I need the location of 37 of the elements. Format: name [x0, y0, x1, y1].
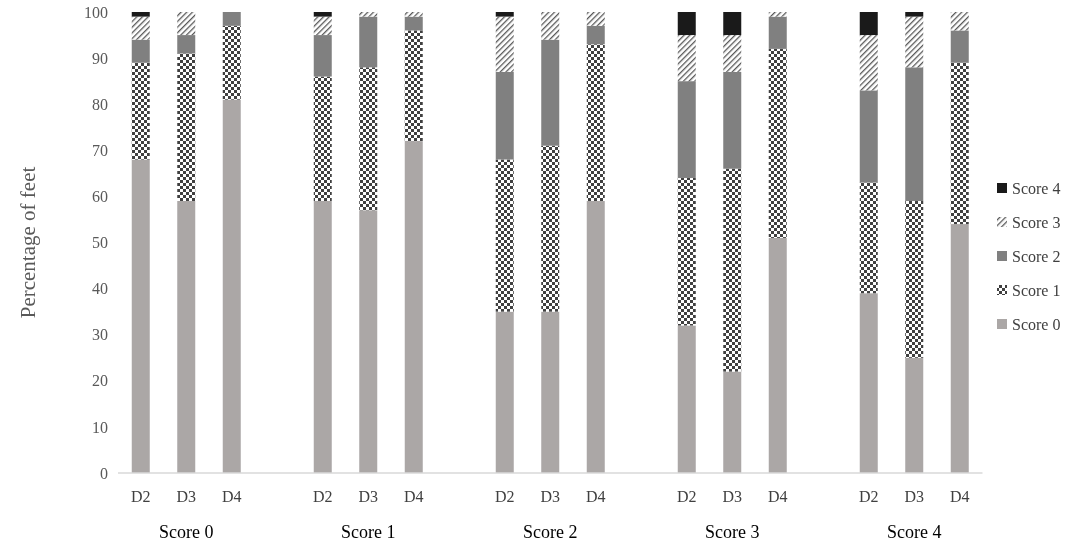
- y-tick-label: 40: [92, 280, 108, 298]
- legend-label: Score 2: [1012, 247, 1061, 265]
- legend-label: Score 4: [1012, 179, 1061, 197]
- y-axis-title: Percentage of feet: [16, 166, 41, 319]
- y-tick-label: 10: [92, 418, 108, 436]
- x-tick-label: D4: [403, 487, 424, 505]
- x-tick-label: D2: [494, 487, 515, 505]
- text: Score 0: [159, 522, 214, 543]
- legend-label: Score 3: [1012, 213, 1061, 231]
- legend-label: Score 0: [1012, 315, 1061, 333]
- y-tick-label: 80: [92, 95, 108, 113]
- text: Score 2: [523, 522, 578, 543]
- x-tick-label: D3: [722, 487, 743, 505]
- x-tick-label: D4: [585, 487, 606, 505]
- y-tick-label: 100: [84, 3, 108, 21]
- y-tick-label: 90: [92, 49, 108, 67]
- x-tick-label: D3: [358, 487, 379, 505]
- y-tick-label: 30: [92, 326, 108, 344]
- x-tick-label: D3: [904, 487, 925, 505]
- y-tick-label: 70: [92, 141, 108, 159]
- x-tick-label: D2: [312, 487, 333, 505]
- legend-label: Score 1: [1012, 281, 1061, 299]
- x-tick-label: D3: [540, 487, 561, 505]
- x-tick-label: D4: [221, 487, 242, 505]
- x-tick-label: D2: [676, 487, 697, 505]
- x-tick-label: D2: [130, 487, 151, 505]
- x-tick-label: D4: [949, 487, 970, 505]
- x-tick-label: D4: [767, 487, 788, 505]
- y-tick-label: 50: [92, 234, 108, 252]
- x-tick-label: D3: [176, 487, 197, 505]
- y-tick-label: 60: [92, 188, 108, 205]
- y-tick-label: 20: [92, 372, 108, 390]
- x-tick-label: D2: [858, 487, 879, 505]
- text: Score 4: [887, 522, 942, 543]
- y-tick-label: 0: [100, 464, 108, 482]
- text: Score 1: [341, 522, 396, 543]
- text: Score 3: [705, 522, 760, 543]
